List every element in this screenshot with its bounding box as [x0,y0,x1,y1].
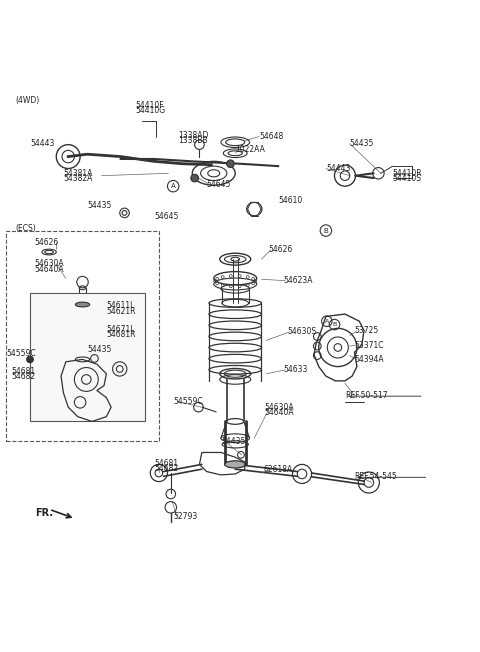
FancyBboxPatch shape [6,231,159,441]
Text: 1338BB: 1338BB [178,136,207,145]
Text: 54623A: 54623A [283,276,312,285]
Circle shape [27,356,34,363]
Text: 54410F: 54410F [135,100,164,110]
Text: 54435: 54435 [87,346,112,354]
Text: A: A [171,183,176,189]
Text: 54559C: 54559C [6,349,36,358]
Circle shape [191,174,199,182]
Circle shape [227,160,234,168]
Text: 54410G: 54410G [135,106,165,115]
Text: 54621R: 54621R [107,306,136,316]
Text: REF.54-545: REF.54-545 [355,472,397,481]
Text: 54626: 54626 [269,245,293,254]
FancyBboxPatch shape [30,293,144,421]
Text: 54435: 54435 [350,139,374,148]
Text: 54630A: 54630A [264,403,293,411]
Text: 54435: 54435 [221,437,245,446]
Text: 54610: 54610 [278,196,302,205]
Ellipse shape [225,461,246,468]
Text: 54410S: 54410S [393,174,422,183]
Text: 54682: 54682 [11,372,35,381]
Text: 54671L: 54671L [107,325,135,334]
Text: 54645: 54645 [154,212,179,221]
Text: B: B [332,322,336,327]
Text: 54381A: 54381A [63,169,93,178]
Text: 54681R: 54681R [107,330,136,339]
Text: 54645: 54645 [206,180,231,189]
Text: 54394A: 54394A [355,355,384,364]
Text: 54682: 54682 [154,464,178,473]
Text: 54640A: 54640A [35,265,64,274]
Text: 54382A: 54382A [63,174,93,183]
Text: REF.50-517: REF.50-517 [345,391,388,400]
Text: 1022AA: 1022AA [235,145,265,155]
Text: 52793: 52793 [173,512,197,522]
Ellipse shape [75,302,90,307]
Text: 54626: 54626 [35,238,59,247]
Text: 54410R: 54410R [393,169,422,178]
Text: 54443: 54443 [30,139,54,148]
Text: 54435: 54435 [87,201,112,210]
Text: FR.: FR. [35,508,53,518]
Text: 54630A: 54630A [35,259,64,269]
Text: 54443: 54443 [326,164,350,173]
Text: B: B [324,228,328,233]
Text: A: A [325,319,329,324]
Text: 1338AD: 1338AD [178,130,208,140]
Text: 54633: 54633 [283,365,307,374]
Text: 54681: 54681 [154,459,178,468]
Text: 54648: 54648 [259,132,283,141]
Text: (ECS): (ECS) [16,224,36,233]
Text: 53371C: 53371C [355,340,384,349]
Text: 54611L: 54611L [107,301,135,310]
Text: 54640A: 54640A [264,408,293,417]
Text: 54630S: 54630S [288,327,317,336]
Text: 62618A: 62618A [264,465,293,473]
Text: 54681: 54681 [11,367,35,376]
Text: 54559C: 54559C [173,397,203,406]
Text: 53725: 53725 [355,326,379,335]
Text: (4WD): (4WD) [16,96,40,105]
